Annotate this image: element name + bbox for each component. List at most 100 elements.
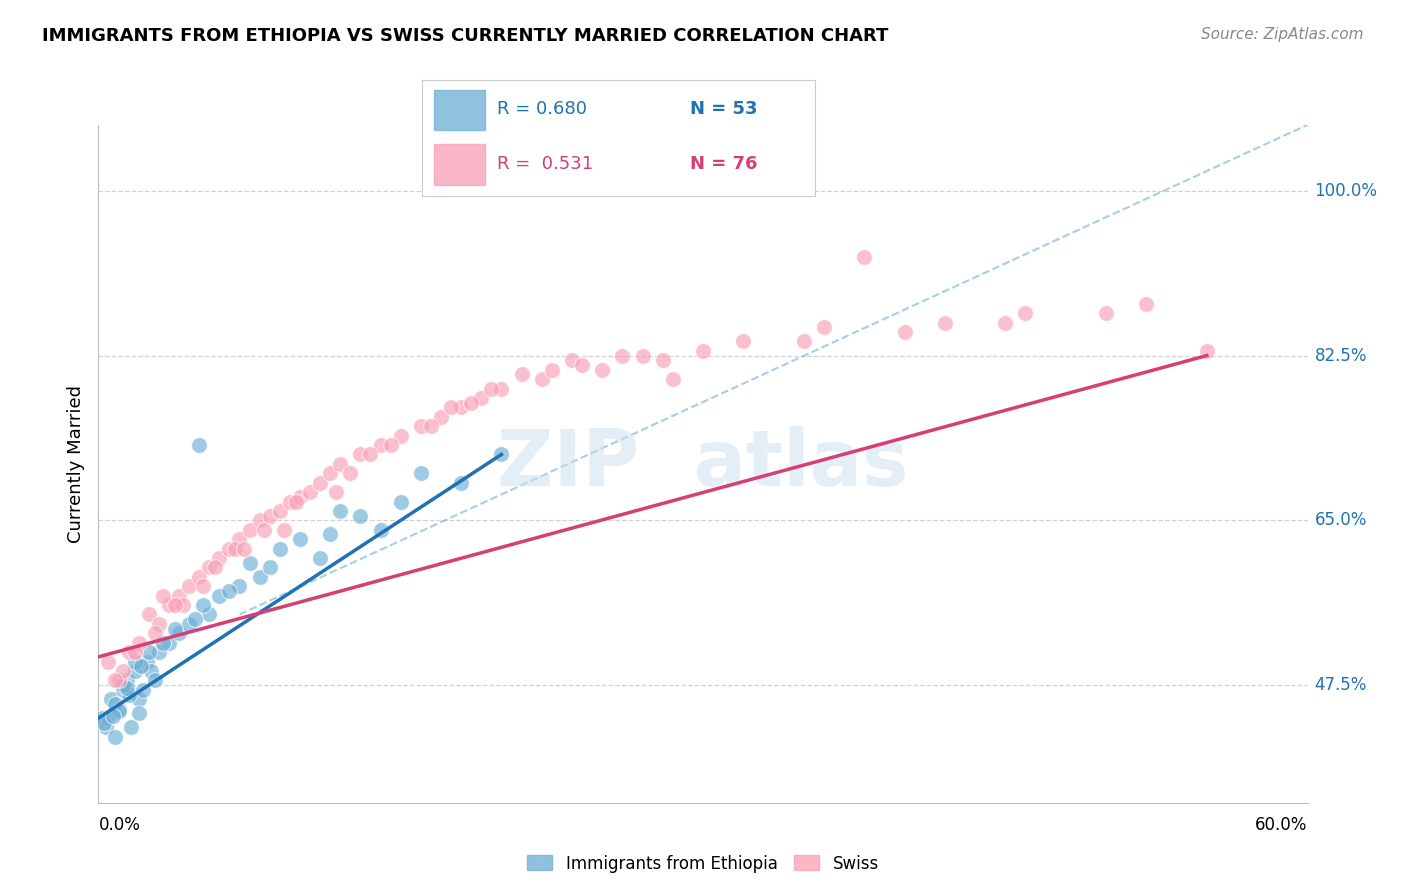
Text: N = 76: N = 76 xyxy=(689,155,756,173)
Point xyxy=(103,673,125,688)
Point xyxy=(148,616,170,631)
Point xyxy=(309,551,332,566)
Point xyxy=(129,659,152,673)
Point xyxy=(193,579,215,593)
Point xyxy=(120,721,142,735)
Point xyxy=(218,541,240,556)
Point xyxy=(188,438,211,452)
Point xyxy=(793,334,815,349)
Point xyxy=(561,353,583,368)
Point xyxy=(319,467,342,481)
Point xyxy=(184,612,207,626)
Point xyxy=(128,692,150,706)
Point xyxy=(631,349,654,363)
Text: R =  0.531: R = 0.531 xyxy=(496,155,593,173)
Point xyxy=(460,395,482,409)
Point xyxy=(111,678,134,692)
Point xyxy=(179,616,201,631)
Point xyxy=(491,447,513,461)
Point xyxy=(299,485,322,500)
Point xyxy=(198,607,221,622)
Point xyxy=(540,362,562,376)
Point xyxy=(124,655,146,669)
Point xyxy=(510,368,533,382)
Point xyxy=(96,721,118,735)
Point xyxy=(994,316,1017,330)
Text: Source: ZipAtlas.com: Source: ZipAtlas.com xyxy=(1201,27,1364,42)
Point xyxy=(409,419,432,434)
Point xyxy=(409,467,432,481)
Point xyxy=(893,325,915,339)
Point xyxy=(118,688,141,702)
Point xyxy=(329,457,352,471)
Text: IMMIGRANTS FROM ETHIOPIA VS SWISS CURRENTLY MARRIED CORRELATION CHART: IMMIGRANTS FROM ETHIOPIA VS SWISS CURREN… xyxy=(42,27,889,45)
Text: 100.0%: 100.0% xyxy=(1315,182,1378,200)
Point xyxy=(269,504,291,518)
Point xyxy=(309,475,332,490)
Point xyxy=(389,494,412,508)
Point xyxy=(288,532,311,546)
Point xyxy=(143,673,166,688)
Point xyxy=(124,664,146,678)
Bar xyxy=(433,144,485,185)
Point xyxy=(118,645,141,659)
Point xyxy=(325,485,347,500)
Point xyxy=(259,508,281,523)
Point xyxy=(273,523,295,537)
Point xyxy=(208,551,231,566)
Point xyxy=(278,494,301,508)
Text: R = 0.680: R = 0.680 xyxy=(496,100,586,119)
Point xyxy=(107,701,129,715)
Point xyxy=(389,428,412,442)
Point xyxy=(239,556,262,570)
Point xyxy=(138,645,160,659)
Point xyxy=(101,709,124,723)
Point xyxy=(491,382,513,396)
Point xyxy=(138,607,160,622)
Point xyxy=(167,626,190,640)
Point xyxy=(100,692,122,706)
Point xyxy=(152,636,174,650)
Point xyxy=(172,598,194,612)
Point xyxy=(253,523,276,537)
Point xyxy=(440,401,463,415)
Point xyxy=(450,475,472,490)
Point xyxy=(228,532,250,546)
Point xyxy=(148,645,170,659)
Point xyxy=(115,681,138,695)
Point xyxy=(319,527,342,541)
Point xyxy=(1135,297,1157,311)
Point xyxy=(188,570,211,584)
Point xyxy=(208,589,231,603)
Point xyxy=(143,626,166,640)
Point xyxy=(239,523,262,537)
Point xyxy=(218,584,240,599)
Point xyxy=(370,438,392,452)
Text: ZIP  atlas: ZIP atlas xyxy=(498,425,908,502)
Point xyxy=(179,579,201,593)
Point xyxy=(163,598,186,612)
Point xyxy=(97,711,120,725)
Point xyxy=(380,438,402,452)
Point xyxy=(128,706,150,721)
Point xyxy=(1095,306,1118,320)
Point xyxy=(571,358,593,372)
Text: 60.0%: 60.0% xyxy=(1256,816,1308,834)
Point xyxy=(661,372,683,386)
Point xyxy=(733,334,755,349)
Point xyxy=(612,349,634,363)
Point xyxy=(157,598,180,612)
Point xyxy=(111,664,134,678)
Text: 47.5%: 47.5% xyxy=(1315,676,1367,694)
Point xyxy=(111,682,134,697)
Point xyxy=(232,541,254,556)
Point xyxy=(249,513,271,527)
Text: 0.0%: 0.0% xyxy=(98,816,141,834)
Point xyxy=(91,711,114,725)
Point xyxy=(103,730,125,744)
Point xyxy=(349,508,371,523)
Point xyxy=(651,353,673,368)
Point xyxy=(530,372,553,386)
Point xyxy=(339,467,361,481)
Point xyxy=(128,636,150,650)
